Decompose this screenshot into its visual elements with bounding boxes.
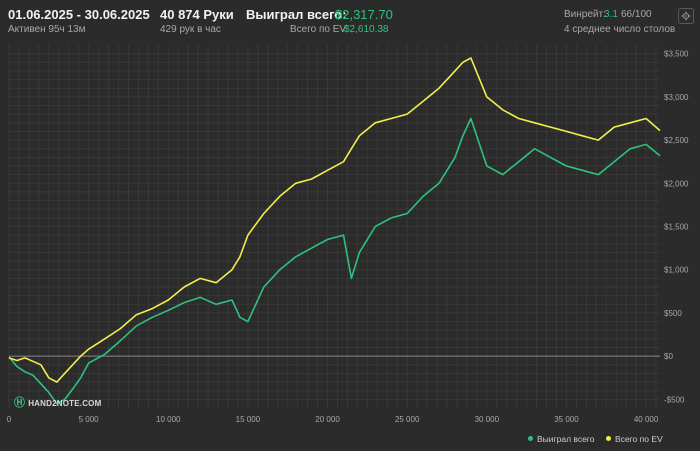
date-range: 01.06.2025 - 30.06.2025 xyxy=(8,7,150,22)
legend-ev[interactable]: Всего по EV xyxy=(606,434,663,444)
active-time: Активен 95ч 13м xyxy=(8,24,86,35)
ev-label: Всего по EV: xyxy=(290,24,349,35)
won-value: $2,317.70 xyxy=(335,7,393,22)
winrate-label: Винрейт: xyxy=(564,9,606,20)
x-tick-label: 35 000 xyxy=(554,415,579,424)
y-tick-label: $3,000 xyxy=(664,93,689,102)
logo-icon: Ⓗ xyxy=(14,397,26,409)
hands-per-hour: 429 рук в час xyxy=(160,24,221,35)
hands-count: 40 874 Руки xyxy=(160,7,234,22)
y-tick-label: $1,500 xyxy=(664,223,689,232)
horizontal-grid xyxy=(9,53,660,400)
y-tick-label: $1,000 xyxy=(664,266,689,275)
won-label: Выиграл всего: xyxy=(246,7,347,22)
series-lines xyxy=(8,57,661,405)
winrate-extra: 66/100 xyxy=(621,9,652,20)
series-line-won xyxy=(8,117,661,405)
x-axis-ticks: 0 5 000 10 000 15 000 20 000 25 000 30 000 35 0… xyxy=(7,415,659,424)
avg-tables: 4 среднее число столов xyxy=(564,24,676,35)
legend-won[interactable]: Выиграл всего xyxy=(528,434,594,444)
gear-icon xyxy=(681,11,691,21)
legend-won-label: Выиграл всего xyxy=(537,434,595,444)
x-tick-label: 10 000 xyxy=(156,415,181,424)
graph-chart: 0 5 000 10 000 15 000 20 000 25 000 30 000 35 0… xyxy=(7,45,689,424)
x-tick-label: 25 000 xyxy=(395,415,420,424)
legend-ev-marker xyxy=(606,436,611,441)
x-tick-label: 30 000 xyxy=(475,415,500,424)
ev-value: $2,610.38 xyxy=(344,24,389,35)
series-line-ev xyxy=(8,57,661,383)
legend-ev-label: Всего по EV xyxy=(615,434,663,444)
hand2note-logo: Ⓗ HAND2NOTE.COM xyxy=(14,397,102,409)
y-tick-label: -$500 xyxy=(664,395,685,404)
y-tick-label: $500 xyxy=(664,309,682,318)
winrate-value: 3.1 xyxy=(604,9,618,20)
y-tick-label: $2,000 xyxy=(664,179,689,188)
settings-button[interactable] xyxy=(678,8,694,24)
y-tick-label: $3,500 xyxy=(664,50,689,59)
legend-won-marker xyxy=(528,436,533,441)
y-tick-label: $2,500 xyxy=(664,136,689,145)
y-axis-ticks: -$500 $0 $500 $1,000 $1,500 $2,000 $2,500 $3,00… xyxy=(664,50,689,405)
x-tick-label: 20 000 xyxy=(315,415,340,424)
x-tick-label: 5 000 xyxy=(79,415,100,424)
x-tick-label: 15 000 xyxy=(236,415,261,424)
x-tick-label: 40 000 xyxy=(634,415,659,424)
stats-header: 01.06.2025 - 30.06.2025 Активен 95ч 13м … xyxy=(0,0,700,40)
x-tick-label: 0 xyxy=(7,415,12,424)
y-tick-label: $0 xyxy=(664,352,673,361)
